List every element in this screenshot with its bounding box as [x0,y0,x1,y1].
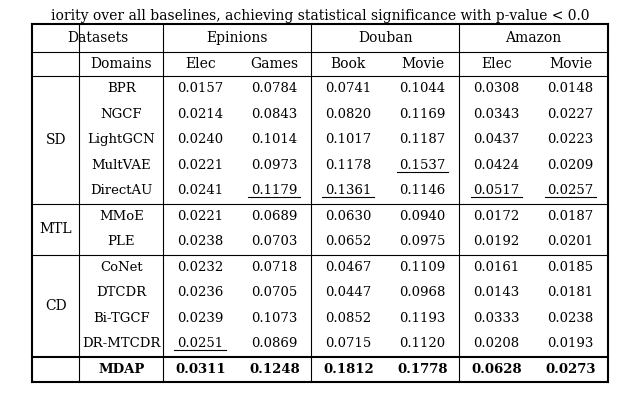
Text: 0.0308: 0.0308 [474,82,520,95]
Text: BPR: BPR [107,82,136,95]
Text: 0.0715: 0.0715 [325,337,371,350]
Text: 0.0517: 0.0517 [474,184,520,197]
Text: Movie: Movie [549,57,592,71]
Text: Games: Games [250,57,298,71]
Text: CD: CD [45,299,67,312]
Text: 0.0221: 0.0221 [177,159,223,172]
Text: 0.0240: 0.0240 [177,133,223,146]
Text: 0.0628: 0.0628 [471,363,522,376]
Text: MDAP: MDAP [98,363,145,376]
Text: 0.0181: 0.0181 [547,286,593,299]
Text: 0.0343: 0.0343 [474,108,520,121]
Text: 0.0852: 0.0852 [325,312,371,325]
Text: 0.1146: 0.1146 [399,184,445,197]
Text: 0.1187: 0.1187 [399,133,445,146]
Text: 0.0238: 0.0238 [547,312,594,325]
Text: NGCF: NGCF [100,108,142,121]
Text: iority over all baselines, achieving statistical significance with p-value < 0.0: iority over all baselines, achieving sta… [51,9,589,23]
Text: 0.0157: 0.0157 [177,82,223,95]
Text: 0.0467: 0.0467 [325,261,372,274]
Text: 0.1537: 0.1537 [399,159,445,172]
Text: 0.0148: 0.0148 [547,82,593,95]
Text: 0.0143: 0.0143 [474,286,520,299]
Text: DTCDR: DTCDR [96,286,147,299]
Text: 0.0975: 0.0975 [399,235,445,248]
Text: 0.0223: 0.0223 [547,133,594,146]
Text: MultVAE: MultVAE [92,159,151,172]
Text: Bi-TGCF: Bi-TGCF [93,312,150,325]
Text: 0.1361: 0.1361 [325,184,372,197]
Text: 0.1812: 0.1812 [323,363,374,376]
Text: Domains: Domains [90,57,152,71]
Text: 0.0424: 0.0424 [474,159,520,172]
Text: 0.0232: 0.0232 [177,261,223,274]
Text: 0.0208: 0.0208 [474,337,520,350]
Text: 0.0273: 0.0273 [545,363,596,376]
Text: Epinions: Epinions [207,31,268,45]
Text: 0.0689: 0.0689 [251,210,298,223]
Text: 0.0973: 0.0973 [251,159,298,172]
Text: MMoE: MMoE [99,210,144,223]
Text: Amazon: Amazon [506,31,562,45]
Text: 0.1248: 0.1248 [249,363,300,376]
Text: 0.1178: 0.1178 [325,159,371,172]
Text: 0.0192: 0.0192 [474,235,520,248]
Text: 0.1179: 0.1179 [251,184,298,197]
Text: 0.0239: 0.0239 [177,312,223,325]
Text: 0.0161: 0.0161 [474,261,520,274]
Text: 0.1169: 0.1169 [399,108,445,121]
Text: 0.0333: 0.0333 [473,312,520,325]
Text: 0.0201: 0.0201 [547,235,593,248]
Text: CoNet: CoNet [100,261,143,274]
Text: 0.0447: 0.0447 [325,286,371,299]
Text: LightGCN: LightGCN [88,133,155,146]
Text: 0.0968: 0.0968 [399,286,445,299]
Text: 0.1109: 0.1109 [399,261,445,274]
Text: 0.0209: 0.0209 [547,159,594,172]
Text: 0.0718: 0.0718 [252,261,298,274]
Text: PLE: PLE [108,235,135,248]
Text: 0.0820: 0.0820 [325,108,371,121]
Text: 0.0193: 0.0193 [547,337,594,350]
Text: 0.0214: 0.0214 [177,108,223,121]
Text: SD: SD [45,133,66,147]
Text: 0.0251: 0.0251 [177,337,223,350]
Text: 0.1044: 0.1044 [399,82,445,95]
Text: 0.1073: 0.1073 [251,312,298,325]
Text: 0.0652: 0.0652 [325,235,371,248]
Text: Datasets: Datasets [67,31,129,45]
Text: 0.1778: 0.1778 [397,363,448,376]
Text: 0.0236: 0.0236 [177,286,223,299]
Text: 0.0227: 0.0227 [547,108,594,121]
Text: 0.0705: 0.0705 [252,286,298,299]
Text: 0.0784: 0.0784 [252,82,298,95]
Text: Elec: Elec [185,57,216,71]
Text: DR-MTCDR: DR-MTCDR [82,337,161,350]
Text: Movie: Movie [401,57,444,71]
Text: 0.0257: 0.0257 [547,184,594,197]
Text: Elec: Elec [481,57,512,71]
Text: 0.0630: 0.0630 [325,210,372,223]
Text: MTL: MTL [40,222,72,236]
Text: 0.0869: 0.0869 [251,337,298,350]
Text: 0.0238: 0.0238 [177,235,223,248]
Text: 0.0187: 0.0187 [547,210,594,223]
Text: Douban: Douban [358,31,413,45]
Text: 0.1014: 0.1014 [252,133,298,146]
Text: DirectAU: DirectAU [90,184,152,197]
Text: 0.0172: 0.0172 [474,210,520,223]
Text: 0.0703: 0.0703 [251,235,298,248]
Text: Book: Book [331,57,366,71]
Text: 0.0185: 0.0185 [547,261,593,274]
Text: 0.1120: 0.1120 [399,337,445,350]
Text: 0.0843: 0.0843 [252,108,298,121]
Text: 0.1017: 0.1017 [325,133,371,146]
Text: 0.0437: 0.0437 [474,133,520,146]
Text: 0.0241: 0.0241 [177,184,223,197]
Text: 0.1193: 0.1193 [399,312,445,325]
Text: 0.0221: 0.0221 [177,210,223,223]
Text: 0.0311: 0.0311 [175,363,226,376]
Text: 0.0741: 0.0741 [325,82,371,95]
Text: 0.0940: 0.0940 [399,210,445,223]
